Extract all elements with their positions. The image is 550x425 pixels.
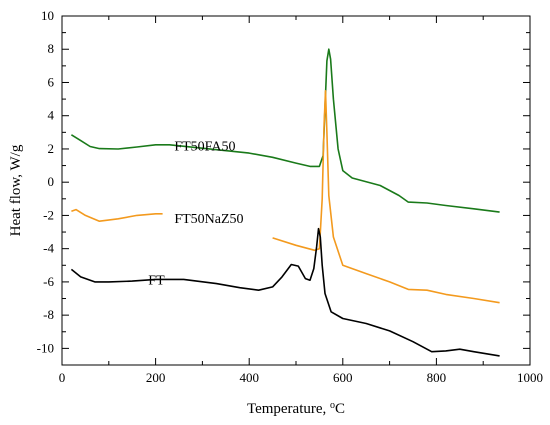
series-label-ft: FT [148, 273, 165, 288]
y-tick-label: 6 [48, 74, 55, 89]
y-tick-label: 0 [48, 174, 55, 189]
y-axis-label: Heat flow, W/g [8, 144, 24, 236]
y-tick-label: -2 [43, 207, 54, 222]
x-axis-label: Temperature, oC [247, 400, 345, 418]
series-label-ft50fa50: FT50FA50 [174, 140, 235, 155]
x-axis-label-main: Temperature, [247, 401, 330, 417]
x-tick-label: 1000 [517, 370, 543, 385]
x-tick-label: 200 [146, 370, 166, 385]
series-line-ft50fa50 [70, 48, 500, 213]
ticks [61, 15, 531, 365]
y-tick-label: -8 [43, 307, 54, 322]
y-tick-label: 10 [41, 8, 54, 23]
series-label-layer: FT50FA50 FT50NaZ50 FT [148, 140, 243, 289]
series-layer [70, 48, 500, 357]
x-axis-label-degree: o [330, 400, 335, 411]
tick-labels: 0 200 400 600 800 1000 -10 -8 -6 -4 -2 0 2 4 6 8 10 [37, 8, 543, 385]
y-tick-label: -10 [37, 340, 54, 355]
x-tick-label: 600 [333, 370, 353, 385]
y-tick-label: -4 [43, 241, 54, 256]
series-label-ft50naz50: FT50NaZ50 [174, 212, 243, 227]
y-tick-label: 2 [48, 141, 55, 156]
y-tick-label: 8 [48, 41, 55, 56]
x-tick-label: 0 [59, 370, 66, 385]
x-axis-label-unit: C [335, 401, 345, 417]
y-tick-label: 4 [48, 108, 55, 123]
x-tick-label: 800 [427, 370, 447, 385]
series-line-ft50naz50 [71, 90, 500, 304]
series-line-ft [70, 227, 500, 357]
y-tick-label: -6 [43, 274, 54, 289]
x-tick-label: 400 [239, 370, 259, 385]
plot-frame [61, 15, 531, 366]
